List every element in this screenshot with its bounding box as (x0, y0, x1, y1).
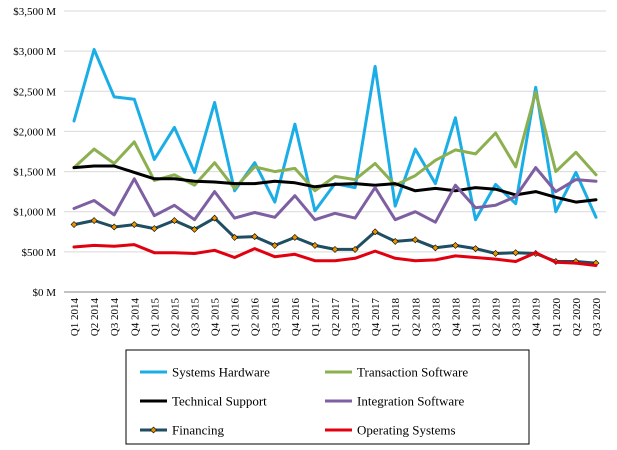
y-tick-label: $1,500 M (13, 167, 56, 179)
x-tick-label: Q2 2014 (89, 298, 101, 337)
data-point-marker (371, 228, 379, 236)
legend-marker (150, 426, 157, 434)
y-tick-label: $0 M (32, 287, 56, 299)
x-tick-label: Q1 2017 (310, 298, 322, 337)
x-tick-label: Q4 2017 (370, 298, 382, 337)
series-line-integration-software (72, 166, 598, 224)
x-tick-label: Q3 2014 (109, 298, 121, 337)
x-tick-label: Q4 2016 (290, 298, 302, 337)
x-tick-label: Q3 2015 (189, 298, 201, 337)
x-tick-label: Q3 2019 (511, 298, 523, 337)
x-tick-label: Q4 2014 (129, 298, 141, 337)
x-tick-label: Q1 2016 (230, 298, 242, 337)
data-point-marker (311, 242, 319, 249)
x-tick-label: Q2 2016 (250, 298, 262, 337)
y-axis-tick-labels: $0 M $500 M $1,000 M $1,500 M $2,000 M $2,500… (13, 6, 56, 299)
x-tick-label: Q2 2015 (169, 298, 181, 337)
x-tick-label: Q3 2018 (430, 298, 442, 337)
data-point-marker (411, 236, 419, 244)
data-point-marker (351, 246, 359, 253)
x-tick-label: Q2 2020 (571, 298, 583, 337)
x-tick-label: Q1 2018 (390, 298, 402, 337)
x-tick-label: Q1 2015 (149, 298, 161, 337)
x-tick-label: Q2 2018 (410, 298, 422, 337)
series-line-operating-systems (72, 243, 598, 267)
data-point-marker (70, 221, 78, 228)
y-tick-label: $3,000 M (13, 46, 56, 58)
y-tick-label: $2,500 M (13, 86, 56, 98)
data-point-marker (170, 217, 178, 224)
x-tick-label: Q3 2016 (270, 298, 282, 337)
series-line-technical-support (72, 164, 598, 204)
x-tick-label: Q4 2015 (210, 298, 222, 337)
x-tick-label: Q1 2019 (471, 298, 483, 337)
series-lines (70, 48, 600, 267)
y-tick-label: $3,500 M (13, 6, 56, 18)
data-point-marker (472, 245, 479, 253)
legend-label: Operating Systems (357, 423, 456, 438)
y-tick-label: $2,000 M (13, 126, 56, 138)
data-point-marker (452, 242, 459, 249)
legend-label: Integration Software (357, 394, 464, 409)
x-tick-label: Q4 2019 (531, 298, 543, 337)
x-tick-label: Q3 2017 (350, 298, 362, 337)
data-point-marker (211, 214, 218, 222)
data-point-marker (331, 246, 339, 253)
data-point-marker (251, 233, 259, 241)
y-tick-label: $1,000 M (13, 207, 56, 219)
legend-label: Technical Support (172, 394, 267, 409)
data-point-marker (90, 217, 98, 224)
x-tick-label: Q2 2017 (330, 298, 342, 337)
x-tick-label: Q1 2020 (551, 298, 563, 337)
x-tick-label: Q2 2019 (491, 298, 503, 337)
data-point-marker (492, 250, 500, 257)
x-tick-label: Q3 2020 (591, 298, 603, 337)
legend-label: Transaction Software (357, 365, 468, 380)
data-point-marker (391, 237, 399, 245)
x-tick-label: Q4 2018 (450, 298, 462, 337)
legend-label: Financing (172, 423, 224, 438)
data-point-marker (431, 244, 439, 252)
y-tick-label: $500 M (21, 247, 56, 259)
data-point-marker (231, 233, 239, 241)
data-point-marker (291, 233, 299, 241)
data-point-marker (130, 221, 138, 228)
data-point-marker (110, 223, 118, 231)
data-point-marker (271, 242, 279, 249)
legend-label: Systems Hardware (172, 365, 270, 380)
x-tick-label: Q1 2014 (69, 298, 81, 337)
data-point-marker (150, 225, 158, 232)
legend: Systems Hardware Transaction Software Tech… (140, 365, 468, 438)
data-point-marker (512, 249, 520, 257)
x-axis-tick-labels: Q1 2014 Q2 2014 Q3 2014 Q4 2014 Q1 2015 Q2 20… (69, 298, 603, 337)
data-point-marker (191, 225, 198, 233)
legend-box (125, 349, 530, 445)
